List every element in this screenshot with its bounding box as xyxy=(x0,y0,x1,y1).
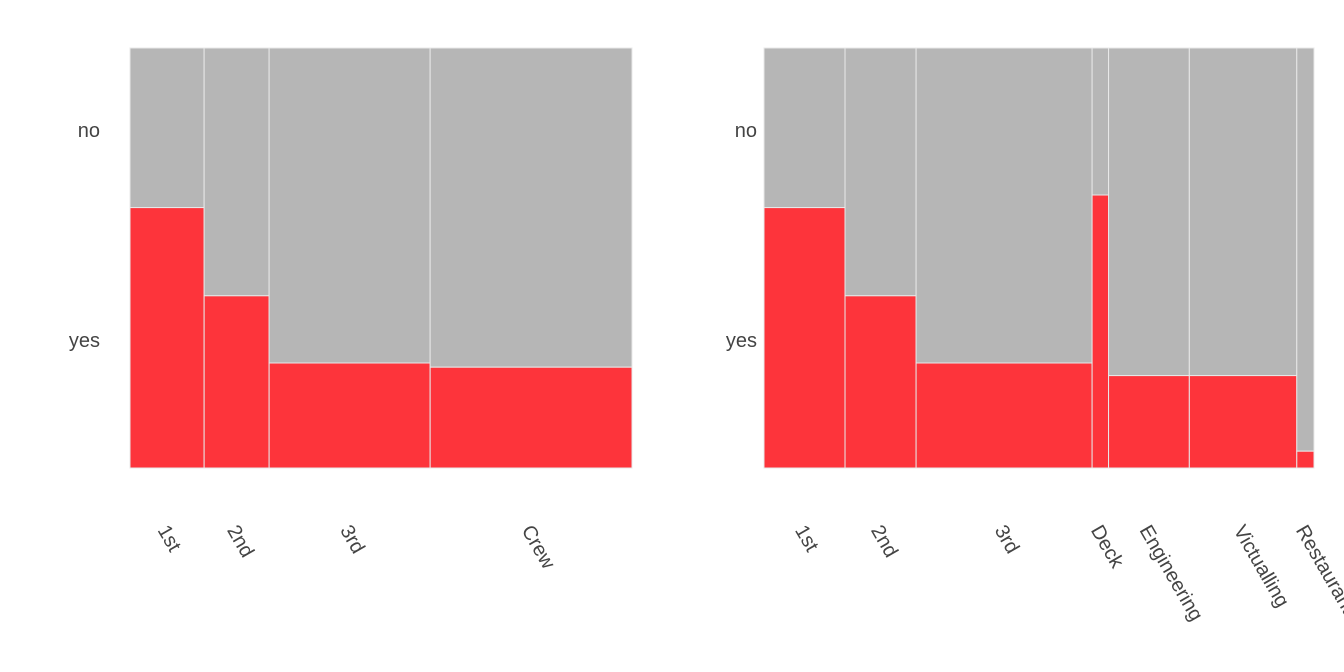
x-tick-label: 3rd xyxy=(990,522,1024,558)
x-tick-label: 3rd xyxy=(335,522,369,558)
x-tick-label: Crew xyxy=(517,522,560,574)
tile-yes-restaurant xyxy=(1296,450,1315,469)
tile-no-2nd xyxy=(203,47,270,297)
tile-yes-engineering xyxy=(1108,375,1190,469)
tile-no-crew xyxy=(429,47,633,368)
tile-yes-1st xyxy=(129,207,205,469)
tile-no-engineering xyxy=(1108,47,1190,377)
y-tick-label-no: no xyxy=(78,120,100,142)
tile-no-3rd xyxy=(915,47,1093,364)
tile-no-victualling xyxy=(1188,47,1298,377)
x-tick-label: Engineering xyxy=(1135,522,1207,625)
tile-yes-1st xyxy=(763,207,846,469)
tile-no-1st xyxy=(129,47,205,209)
x-tick-label: Deck xyxy=(1086,522,1128,573)
y-tick-label-yes: yes xyxy=(69,330,100,352)
mosaic-panel-department: 1st 2nd 3rd Deck Engineering VictuallingResta… xyxy=(726,47,1344,625)
tile-yes-2nd xyxy=(844,295,917,469)
tile-no-deck xyxy=(1091,47,1110,196)
tile-no-3rd xyxy=(268,47,431,364)
x-tick-label: 2nd xyxy=(866,522,902,562)
x-tick-label: 1st xyxy=(790,522,823,556)
mosaic-panel-class: 1st 2nd 3rd Crew no yes xyxy=(69,47,633,574)
tile-yes-3rd xyxy=(268,362,431,469)
tile-yes-3rd xyxy=(915,362,1093,469)
y-tick-label-yes: yes xyxy=(726,330,757,352)
tile-no-restaurant xyxy=(1296,47,1315,452)
tile-yes-deck xyxy=(1091,194,1110,469)
x-tick-label: Restaurant xyxy=(1291,522,1344,618)
tile-yes-2nd xyxy=(203,295,270,469)
tile-no-2nd xyxy=(844,47,917,297)
tile-yes-crew xyxy=(429,366,633,469)
y-tick-label-no: no xyxy=(735,120,757,142)
x-tick-label: 2nd xyxy=(222,522,258,562)
x-tick-label: Victualling xyxy=(1229,522,1293,612)
tile-no-1st xyxy=(763,47,846,209)
x-tick-label: 1st xyxy=(153,522,186,556)
tile-yes-victualling xyxy=(1188,375,1298,469)
